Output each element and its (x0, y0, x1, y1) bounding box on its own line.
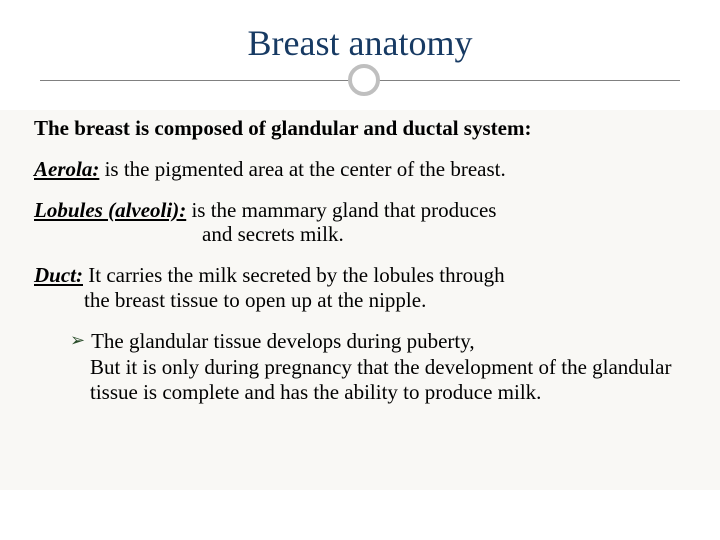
term-aerola: Aerola: (34, 157, 99, 181)
term-lobules: Lobules (alveoli): (34, 198, 186, 222)
text-lobules-1: is the mammary gland that produces (186, 198, 496, 222)
slide-title: Breast anatomy (0, 22, 720, 64)
bullet-line: ➢ The glandular tissue develops during p… (70, 329, 686, 354)
text-lobules-2: and secrets milk. (202, 222, 686, 247)
definition-aerola: Aerola: is the pigmented area at the cen… (34, 157, 686, 182)
bullet-block: ➢ The glandular tissue develops during p… (70, 329, 686, 405)
slide: Breast anatomy The breast is composed of… (0, 0, 720, 540)
bullet-arrow-icon: ➢ (70, 329, 85, 352)
term-duct: Duct: (34, 263, 83, 287)
content-area: The breast is composed of glandular and … (34, 116, 686, 405)
title-ring-icon (348, 64, 380, 96)
text-aerola: is the pigmented area at the center of t… (99, 157, 505, 181)
definition-duct: Duct: It carries the milk secreted by th… (34, 263, 686, 313)
text-duct-2: the breast tissue to open up at the nipp… (84, 288, 686, 313)
text-duct-1: It carries the milk secreted by the lobu… (83, 263, 505, 287)
bullet-text-1: The glandular tissue develops during pub… (91, 329, 475, 354)
bullet-text-rest: But it is only during pregnancy that the… (90, 355, 686, 405)
definition-lobules: Lobules (alveoli): is the mammary gland … (34, 198, 686, 248)
intro-text: The breast is composed of glandular and … (34, 116, 686, 141)
